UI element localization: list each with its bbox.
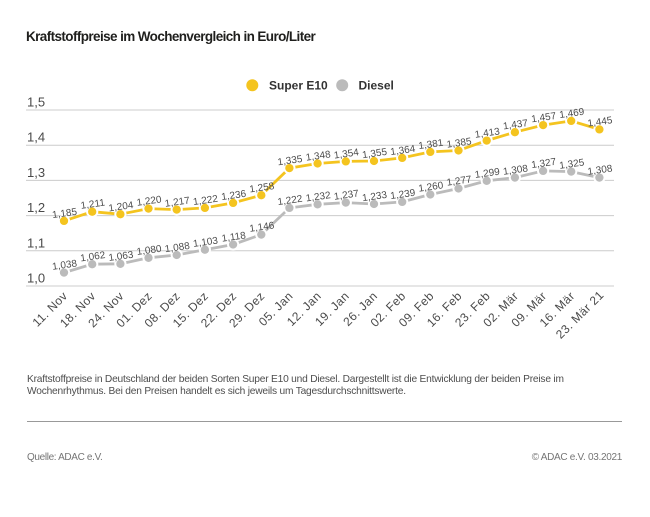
svg-text:1,381: 1,381 — [418, 138, 445, 152]
svg-text:1,080: 1,080 — [136, 244, 163, 258]
svg-text:1,038: 1,038 — [51, 258, 78, 272]
svg-text:1,217: 1,217 — [164, 195, 191, 209]
svg-text:1,2: 1,2 — [27, 200, 45, 215]
svg-text:1,258: 1,258 — [249, 181, 276, 195]
svg-text:1,232: 1,232 — [305, 190, 332, 204]
svg-text:1,260: 1,260 — [418, 180, 445, 194]
svg-text:1,185: 1,185 — [51, 207, 78, 221]
svg-text:1,237: 1,237 — [333, 188, 360, 202]
svg-text:1,1: 1,1 — [27, 235, 45, 250]
svg-text:1,348: 1,348 — [305, 149, 332, 163]
svg-text:1,0: 1,0 — [27, 271, 45, 286]
svg-text:1,103: 1,103 — [192, 235, 219, 249]
svg-text:1,239: 1,239 — [390, 188, 417, 202]
svg-text:1,236: 1,236 — [221, 189, 248, 203]
svg-text:1,335: 1,335 — [277, 154, 304, 168]
svg-text:1,220: 1,220 — [136, 194, 163, 208]
svg-text:Super E10: Super E10 — [269, 79, 328, 93]
svg-text:1,299: 1,299 — [474, 167, 501, 181]
svg-text:1,222: 1,222 — [192, 194, 219, 208]
svg-text:1,233: 1,233 — [361, 190, 388, 204]
svg-text:1,385: 1,385 — [446, 136, 473, 150]
svg-text:1,354: 1,354 — [333, 147, 360, 161]
svg-text:1,062: 1,062 — [80, 250, 107, 264]
svg-text:1,211: 1,211 — [80, 198, 106, 212]
svg-text:1,222: 1,222 — [277, 194, 304, 208]
svg-text:1,088: 1,088 — [164, 241, 191, 255]
svg-text:1,118: 1,118 — [221, 230, 247, 244]
svg-text:1,469: 1,469 — [559, 107, 586, 121]
svg-text:1,4: 1,4 — [27, 130, 45, 145]
svg-text:1,437: 1,437 — [502, 118, 529, 132]
svg-text:1,457: 1,457 — [531, 111, 558, 125]
svg-text:1,277: 1,277 — [446, 174, 473, 188]
svg-text:1,308: 1,308 — [587, 163, 614, 177]
svg-text:1,063: 1,063 — [108, 250, 135, 264]
svg-text:1,445: 1,445 — [587, 115, 614, 129]
svg-text:1,325: 1,325 — [559, 157, 586, 171]
svg-text:1,5: 1,5 — [27, 95, 45, 110]
svg-text:1,355: 1,355 — [361, 147, 388, 161]
svg-text:1,327: 1,327 — [531, 157, 558, 171]
svg-text:1,146: 1,146 — [249, 220, 276, 234]
svg-text:1,413: 1,413 — [474, 126, 501, 140]
svg-text:1,364: 1,364 — [390, 144, 417, 158]
svg-text:1,308: 1,308 — [502, 163, 529, 177]
svg-text:1,204: 1,204 — [108, 200, 135, 214]
svg-text:Diesel: Diesel — [359, 79, 394, 93]
svg-text:1,3: 1,3 — [27, 165, 45, 180]
